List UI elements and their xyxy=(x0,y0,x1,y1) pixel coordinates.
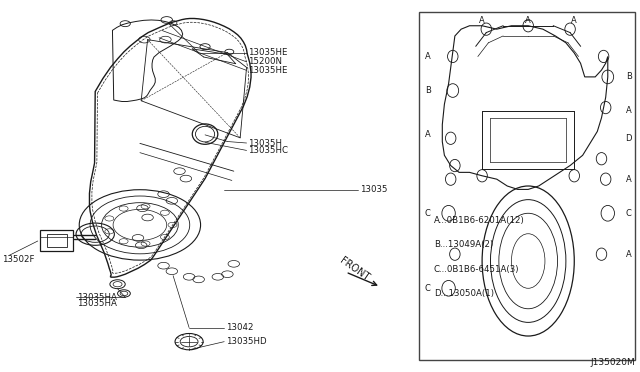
Text: 13035HD: 13035HD xyxy=(226,337,267,346)
Text: A: A xyxy=(626,175,632,184)
Text: A: A xyxy=(626,250,632,259)
Text: 13035: 13035 xyxy=(360,185,388,194)
Text: A: A xyxy=(572,16,577,25)
Text: B: B xyxy=(626,73,632,81)
Text: B: B xyxy=(425,86,431,95)
Text: A: A xyxy=(425,130,431,140)
Text: 13035HE: 13035HE xyxy=(248,48,288,57)
Text: A...0B1B6-6201A(12): A...0B1B6-6201A(12) xyxy=(434,216,525,225)
Text: A: A xyxy=(626,106,632,115)
Text: 13502F: 13502F xyxy=(2,255,35,264)
Text: 13035HA: 13035HA xyxy=(77,293,117,302)
Text: A: A xyxy=(479,16,485,25)
Text: 13035HC: 13035HC xyxy=(248,146,289,155)
Text: C: C xyxy=(425,284,431,293)
Text: D...13050A(1): D...13050A(1) xyxy=(434,289,494,298)
Text: C...0B1B6-6451A(3): C...0B1B6-6451A(3) xyxy=(434,265,520,274)
Text: A: A xyxy=(425,52,431,61)
Text: 13035HE: 13035HE xyxy=(248,66,288,75)
Text: C: C xyxy=(425,209,431,218)
Text: C: C xyxy=(626,209,632,218)
Bar xyxy=(419,12,635,360)
Text: A: A xyxy=(525,16,531,25)
Text: B...13049A(2): B...13049A(2) xyxy=(434,240,493,249)
Text: D: D xyxy=(625,134,632,143)
Text: 13042: 13042 xyxy=(226,323,253,332)
Text: 15200N: 15200N xyxy=(248,57,282,66)
Text: J135020M: J135020M xyxy=(590,358,635,367)
Text: FRONT: FRONT xyxy=(338,256,371,283)
Text: 13035HA: 13035HA xyxy=(77,299,117,308)
Text: 13035H: 13035H xyxy=(248,138,282,148)
